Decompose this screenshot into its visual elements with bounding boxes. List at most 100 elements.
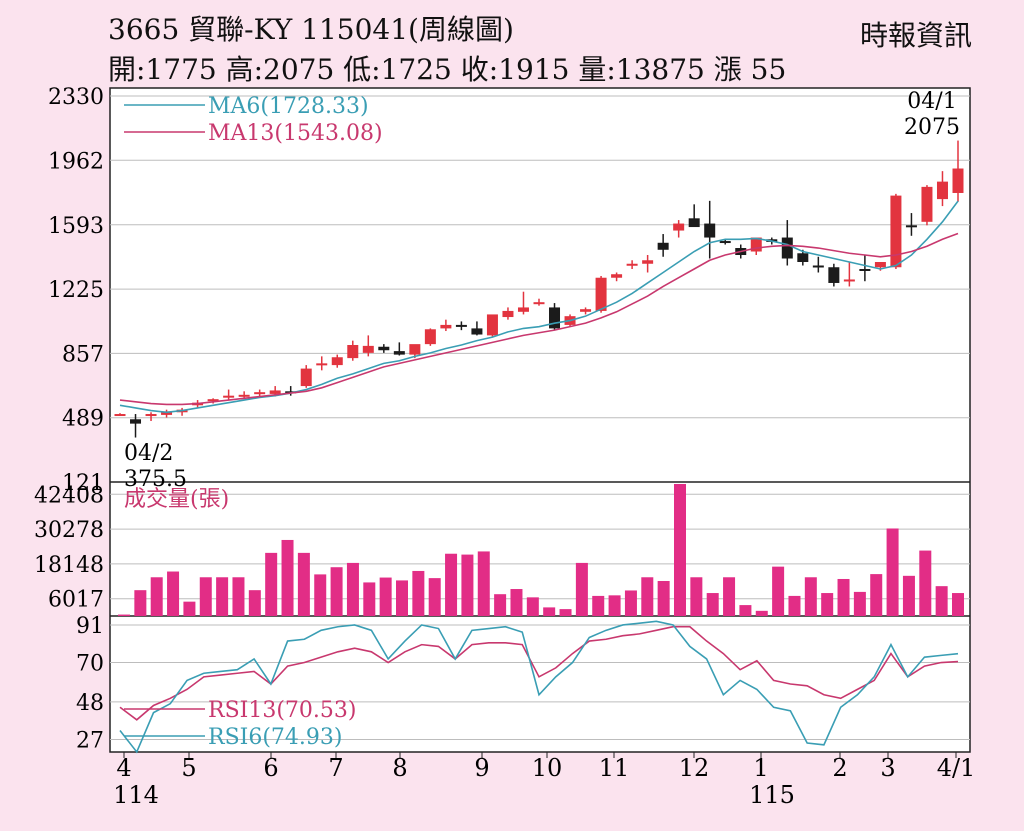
price-tick-label: 1225 — [48, 278, 104, 303]
candle-body — [781, 237, 793, 259]
volume-bar — [346, 562, 359, 616]
volume-bar — [232, 577, 245, 616]
high-date-label: 04/1 — [907, 89, 956, 114]
price-tick-label: 857 — [62, 342, 104, 367]
candle-body — [161, 411, 173, 415]
volume-tick-label: 18148 — [34, 553, 104, 578]
candle-body — [797, 253, 809, 263]
price-tick-label: 489 — [62, 407, 104, 432]
volume-bar — [379, 577, 392, 616]
rsi13-line — [119, 625, 959, 721]
volume-bar — [265, 552, 278, 616]
volume-bar — [706, 593, 719, 616]
candle-body — [688, 218, 700, 228]
volume-bar — [363, 582, 376, 616]
candle-body — [704, 223, 716, 238]
candle-body — [843, 279, 855, 282]
volume-bar — [494, 594, 507, 616]
x-tick-label: 2 — [832, 754, 847, 782]
candle-body — [580, 309, 592, 312]
candle-body — [905, 225, 917, 228]
volume-bar — [445, 553, 458, 616]
x-tick-label: 7 — [328, 754, 343, 782]
source-label: 時報資訊 — [859, 19, 972, 52]
volume-tick-label: 30278 — [34, 518, 104, 543]
volume-bar — [412, 570, 425, 616]
candle-body — [254, 392, 266, 395]
volume-bar — [526, 597, 539, 616]
volume-bar — [886, 528, 899, 616]
volume-bar — [297, 552, 310, 616]
x-tick-label: 3 — [880, 754, 895, 782]
rsi-tick-label: 70 — [76, 652, 104, 677]
volume-bar — [248, 590, 261, 616]
volume-bar — [396, 580, 408, 616]
quote-line: 開:1775 高:2075 低:1725 收:1915 量:13875 漲 55 — [108, 53, 787, 86]
ma6-line — [119, 200, 959, 414]
volume-bar — [183, 601, 196, 616]
price-tick-label: 2330 — [48, 85, 104, 110]
volume-bar — [641, 577, 654, 616]
candle-body — [393, 351, 405, 355]
volume-bar — [739, 605, 752, 616]
price-tick-label: 1962 — [48, 149, 104, 174]
candle-body — [223, 395, 235, 398]
chart-title: 3665 貿聯-KY 115041(周線圖) — [108, 13, 514, 46]
candle-body — [455, 324, 467, 327]
candle-body — [347, 345, 359, 359]
volume-bar — [853, 591, 866, 616]
candle-body — [812, 265, 824, 268]
candle-body — [316, 363, 328, 366]
candle-body — [859, 268, 871, 271]
x-tick-label: 11 — [599, 754, 630, 782]
candle-body — [595, 277, 607, 311]
volume-bar — [118, 614, 130, 616]
volume-bar — [674, 484, 686, 616]
candle-body — [238, 394, 250, 397]
candle-body — [611, 274, 623, 278]
volume-bar — [314, 574, 327, 616]
rsi-tick-label: 48 — [76, 691, 104, 716]
candle-body — [207, 399, 219, 402]
x-tick-label: 1 — [753, 754, 768, 782]
year-label: 114 — [113, 781, 159, 809]
price-tick-label: 1593 — [48, 214, 104, 239]
volume-bar — [772, 566, 785, 616]
volume-bar — [330, 567, 343, 616]
candle-body — [471, 328, 483, 335]
low-date-label: 04/2 — [124, 441, 173, 466]
price-tick-label: 121 — [62, 471, 104, 496]
volume-bar — [199, 577, 212, 616]
x-tick-label: 4 — [116, 754, 131, 782]
volume-bar — [216, 577, 229, 616]
candle-body — [750, 237, 762, 252]
volume-bar — [477, 551, 490, 616]
candle-body — [502, 310, 514, 318]
x-tick-label: 12 — [679, 754, 710, 782]
volume-bar — [510, 589, 523, 616]
rsi6-line — [119, 620, 959, 754]
candle-body — [145, 414, 157, 417]
volume-bar — [167, 571, 180, 616]
candle-body — [828, 267, 840, 283]
volume-bar — [134, 590, 147, 616]
volume-tick-label: 6017 — [48, 588, 104, 613]
candle-body — [486, 314, 498, 336]
volume-bar — [788, 595, 801, 616]
candle-body — [300, 368, 312, 387]
candle-body — [936, 181, 948, 200]
x-tick-label: 4/1 — [937, 754, 976, 782]
candle-body — [673, 223, 685, 231]
volume-tick-label: 42408 — [34, 483, 104, 508]
volume-bar — [592, 595, 605, 616]
candle-body — [719, 241, 731, 244]
volume-bar — [821, 593, 834, 616]
volume-bar — [657, 580, 670, 616]
candle-body — [130, 419, 142, 424]
volume-bar — [723, 577, 736, 616]
plot-area — [109, 87, 971, 753]
candle-body — [269, 390, 281, 394]
candle-body — [642, 260, 654, 264]
candle-body — [952, 168, 964, 193]
year-label: 115 — [749, 781, 795, 809]
